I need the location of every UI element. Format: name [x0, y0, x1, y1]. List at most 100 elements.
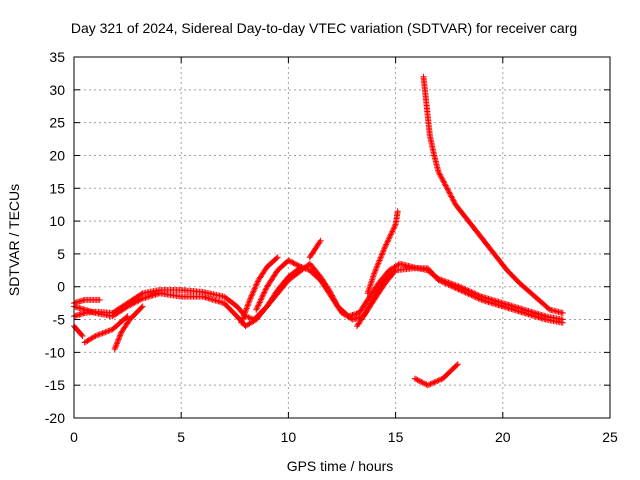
y-tick-label: 25: [49, 115, 65, 131]
data-point: [453, 362, 460, 369]
data-point: [451, 284, 458, 291]
data-points: [71, 73, 566, 389]
data-point: [254, 278, 261, 285]
data-point: [449, 196, 456, 203]
data-point: [366, 303, 373, 310]
data-point: [273, 255, 280, 262]
y-tick-label: 20: [49, 147, 65, 163]
data-point: [256, 299, 263, 306]
data-point: [252, 282, 259, 289]
data-point: [413, 376, 420, 383]
data-point: [290, 260, 297, 267]
x-tick-label: 0: [70, 429, 78, 445]
data-track: [71, 323, 86, 339]
data-point: [255, 302, 262, 309]
data-point: [435, 277, 442, 284]
x-tick-label: 20: [495, 429, 511, 445]
data-point: [387, 231, 394, 238]
data-point: [254, 303, 261, 310]
data-point: [250, 288, 257, 295]
data-point: [247, 295, 254, 302]
data-point: [262, 286, 269, 293]
data-point: [461, 289, 468, 295]
data-point: [388, 230, 395, 236]
data-point: [430, 379, 437, 386]
data-point: [446, 282, 453, 289]
data-point: [304, 266, 310, 273]
data-point: [475, 295, 482, 302]
data-point: [251, 285, 258, 292]
data-point: [91, 333, 98, 340]
y-tick-label: -5: [53, 312, 66, 328]
data-point: [297, 263, 303, 270]
data-point: [124, 303, 131, 310]
data-track: [306, 237, 324, 261]
data-point: [253, 281, 260, 288]
data-point: [101, 329, 107, 336]
data-point: [293, 261, 300, 268]
data-point: [254, 280, 261, 286]
data-point: [419, 379, 426, 386]
y-tick-label: -20: [45, 410, 65, 426]
data-point: [435, 168, 442, 175]
y-tick-label: -10: [45, 344, 65, 360]
data-point: [291, 260, 298, 267]
data-point: [439, 279, 446, 286]
data-point: [420, 380, 427, 387]
data-point: [428, 380, 435, 387]
data-point: [96, 296, 103, 303]
data-point: [124, 313, 131, 320]
data-point: [449, 194, 456, 201]
data-point: [134, 298, 141, 305]
data-point: [375, 258, 382, 265]
data-point: [384, 238, 391, 245]
data-point: [371, 269, 378, 276]
data-track: [411, 361, 461, 389]
data-point: [241, 311, 248, 318]
data-point: [441, 279, 448, 286]
data-point: [253, 306, 260, 313]
data-point: [388, 270, 395, 277]
data-point: [317, 237, 324, 244]
y-tick-label: 35: [49, 49, 65, 65]
data-track: [364, 208, 401, 297]
data-point: [386, 234, 393, 241]
data-point: [422, 380, 429, 387]
data-point: [411, 375, 418, 382]
data-point: [439, 177, 446, 184]
data-point: [95, 331, 102, 338]
data-point: [456, 287, 463, 293]
data-point: [249, 291, 256, 298]
data-point: [417, 378, 423, 385]
data-point: [441, 181, 448, 188]
data-point: [239, 315, 246, 322]
data-point: [559, 319, 566, 326]
data-point: [441, 179, 448, 186]
data-point: [246, 314, 253, 321]
data-point: [451, 198, 458, 205]
data-point: [274, 254, 281, 261]
data-point: [459, 288, 466, 295]
y-tick-label: -15: [45, 377, 65, 393]
data-point: [126, 302, 132, 309]
y-tick-labels: -20 -15 -10 -5 0 5 10 15 20 25 30 35: [45, 49, 65, 426]
data-point: [362, 310, 369, 316]
data-point: [445, 188, 452, 194]
x-tick-label: 25: [602, 429, 618, 445]
data-point: [465, 290, 472, 297]
data-point: [391, 224, 398, 231]
data-point: [454, 361, 461, 368]
data-point: [127, 302, 134, 308]
data-point: [257, 296, 264, 303]
data-point: [116, 335, 122, 342]
grid-lines: [74, 57, 610, 418]
data-point: [471, 293, 478, 300]
x-tick-label: 5: [177, 429, 185, 445]
data-point: [98, 330, 105, 337]
data-point: [394, 208, 401, 215]
data-point: [446, 189, 453, 196]
data-point: [114, 339, 121, 346]
data-track: [81, 313, 131, 346]
data-point: [389, 227, 396, 234]
data-point: [248, 294, 254, 300]
